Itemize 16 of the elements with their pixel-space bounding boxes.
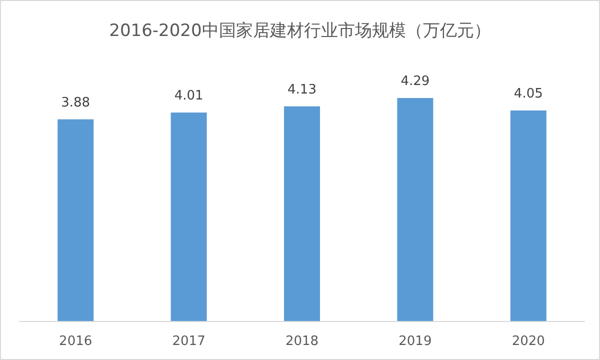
data-label: 4.29 [400, 74, 430, 89]
data-label: 4.05 [514, 86, 543, 102]
data-label: 4.01 [174, 88, 204, 104]
data-label: 3.88 [61, 95, 90, 110]
bar [284, 106, 320, 321]
chart-title: 2016-2020中国家居建材行业市场规模（万亿元） [109, 21, 491, 41]
x-tick-label: 2020 [512, 334, 545, 349]
bar [510, 110, 546, 321]
x-tick-label: 2017 [172, 334, 206, 349]
bar [58, 119, 94, 321]
x-tick-label: 2019 [398, 334, 432, 349]
data-label: 4.13 [288, 82, 316, 98]
bar [170, 112, 207, 321]
x-tick-label: 2018 [285, 334, 319, 349]
bar [397, 98, 434, 321]
x-tick-label: 2016 [59, 334, 92, 349]
